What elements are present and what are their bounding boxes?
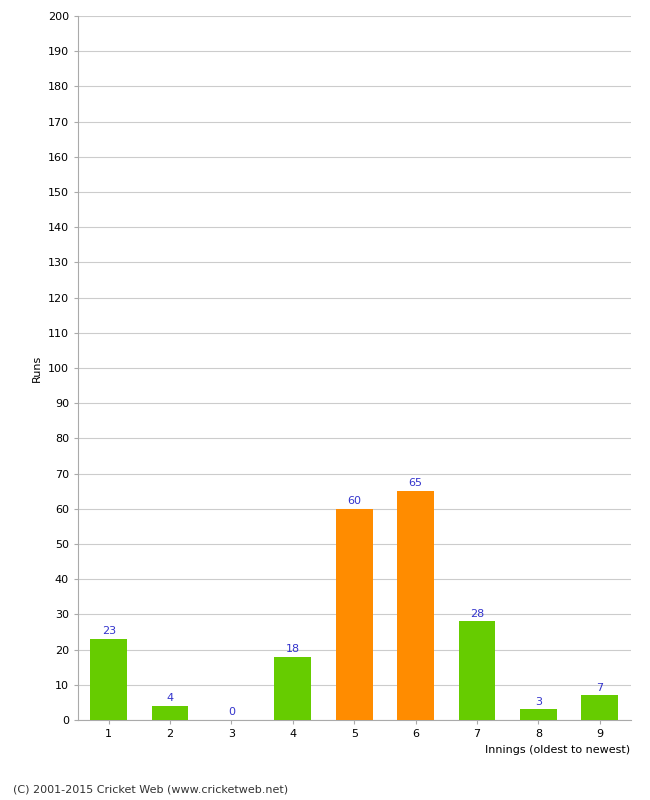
Bar bbox=[459, 622, 495, 720]
Text: 23: 23 bbox=[101, 626, 116, 636]
Bar bbox=[581, 695, 618, 720]
Bar bbox=[274, 657, 311, 720]
Text: 0: 0 bbox=[228, 707, 235, 717]
Text: 65: 65 bbox=[409, 478, 423, 488]
X-axis label: Innings (oldest to newest): Innings (oldest to newest) bbox=[486, 745, 630, 754]
Text: 4: 4 bbox=[166, 693, 174, 703]
Text: 60: 60 bbox=[347, 496, 361, 506]
Bar bbox=[397, 491, 434, 720]
Bar bbox=[151, 706, 188, 720]
Text: 3: 3 bbox=[535, 697, 542, 706]
Bar bbox=[520, 710, 557, 720]
Bar bbox=[90, 639, 127, 720]
Text: 18: 18 bbox=[286, 644, 300, 654]
Bar bbox=[336, 509, 372, 720]
Text: 7: 7 bbox=[596, 682, 603, 693]
Y-axis label: Runs: Runs bbox=[32, 354, 42, 382]
Text: 28: 28 bbox=[470, 609, 484, 618]
Text: (C) 2001-2015 Cricket Web (www.cricketweb.net): (C) 2001-2015 Cricket Web (www.cricketwe… bbox=[13, 784, 288, 794]
